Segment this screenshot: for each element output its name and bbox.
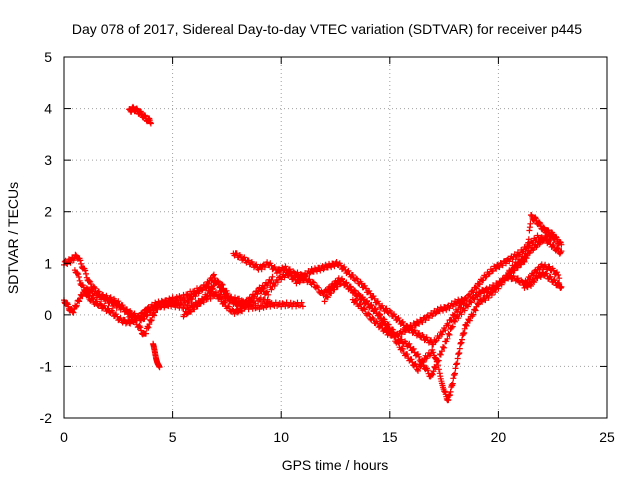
series-island-upper	[126, 103, 154, 127]
series-island-lower	[150, 340, 163, 371]
x-tick-label: 0	[60, 429, 68, 445]
x-axis-label: GPS time / hours	[282, 457, 389, 473]
series-trace-d	[180, 273, 276, 320]
y-tick-label: 2	[44, 204, 52, 220]
y-tick-label: 4	[44, 101, 52, 117]
x-tick-labels: 0 5 10 15 20 25	[60, 429, 615, 445]
y-tick-label: -1	[40, 358, 53, 374]
x-tick-label: 10	[273, 429, 289, 445]
data-point-markers	[180, 273, 276, 320]
chart-title: Day 078 of 2017, Sidereal Day-to-day VTE…	[72, 21, 582, 37]
x-tick-label: 5	[169, 429, 177, 445]
series-trace-e	[230, 232, 565, 348]
y-tick-label: 1	[44, 255, 52, 271]
data-point-markers	[126, 103, 154, 127]
y-tick-labels: -2 -1 0 1 2 3 4 5	[40, 49, 53, 426]
series-trace-i	[506, 212, 565, 277]
data-point-markers	[230, 232, 565, 348]
data-point-markers	[349, 295, 469, 341]
series-trace-g	[321, 229, 560, 404]
axis-ticks	[63, 56, 608, 419]
y-tick-label: 5	[44, 49, 52, 65]
plot-border	[63, 56, 608, 419]
data-point-markers	[521, 269, 565, 291]
y-tick-label: 3	[44, 152, 52, 168]
x-tick-label: 15	[382, 429, 398, 445]
series-trace-j	[521, 269, 565, 291]
data-points	[61, 103, 565, 404]
x-tick-label: 20	[491, 429, 507, 445]
y-tick-label: -2	[40, 410, 53, 426]
series-trace-h	[349, 295, 469, 341]
data-point-markers	[506, 212, 565, 277]
grid	[64, 57, 607, 418]
data-point-markers	[150, 340, 163, 371]
x-tick-label: 25	[599, 429, 615, 445]
data-point-markers	[321, 229, 560, 404]
y-tick-label: 0	[44, 307, 52, 323]
y-axis-label: SDTVAR / TECUs	[5, 182, 21, 294]
